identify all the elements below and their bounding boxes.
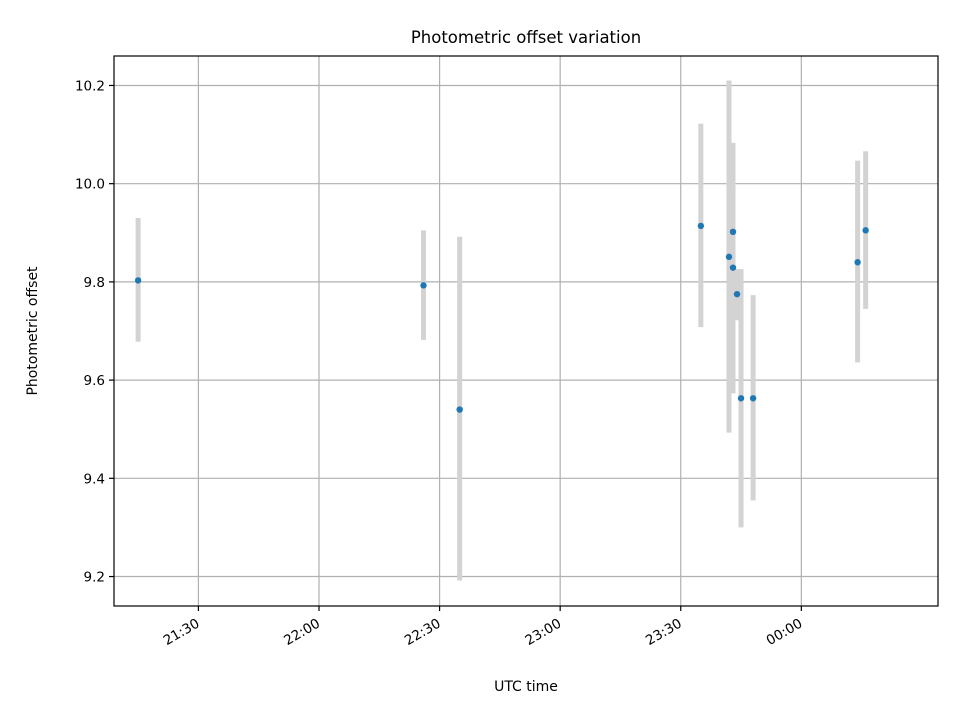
data-point (729, 264, 737, 271)
y-axis-label: Photometric offset (25, 266, 41, 396)
chart-title: Photometric offset variation (411, 28, 641, 47)
y-tick-label: 9.4 (84, 471, 105, 487)
y-tick-label: 9.6 (84, 373, 105, 389)
data-point (697, 222, 705, 230)
axes-frame (113, 55, 939, 607)
y-tick-label: 10.0 (75, 177, 105, 193)
y-tick-label: 9.2 (84, 570, 105, 586)
data-point (134, 277, 142, 284)
data-point (729, 228, 737, 236)
data-point (456, 406, 463, 413)
data-point (862, 227, 869, 234)
x-axis-label: UTC time (494, 679, 558, 695)
data-points (134, 222, 869, 413)
y-tick-label: 9.8 (84, 275, 105, 291)
data-point (725, 253, 733, 261)
y-axis-ticks: 9.2 9.4 9.6 9.8 10.0 10.2 (75, 78, 114, 586)
grid (114, 56, 938, 606)
data-point (733, 290, 741, 298)
data-point (420, 282, 427, 289)
data-point (854, 259, 861, 266)
data-point (749, 395, 757, 402)
y-tick-label: 10.2 (75, 78, 105, 94)
data-point (737, 395, 745, 402)
